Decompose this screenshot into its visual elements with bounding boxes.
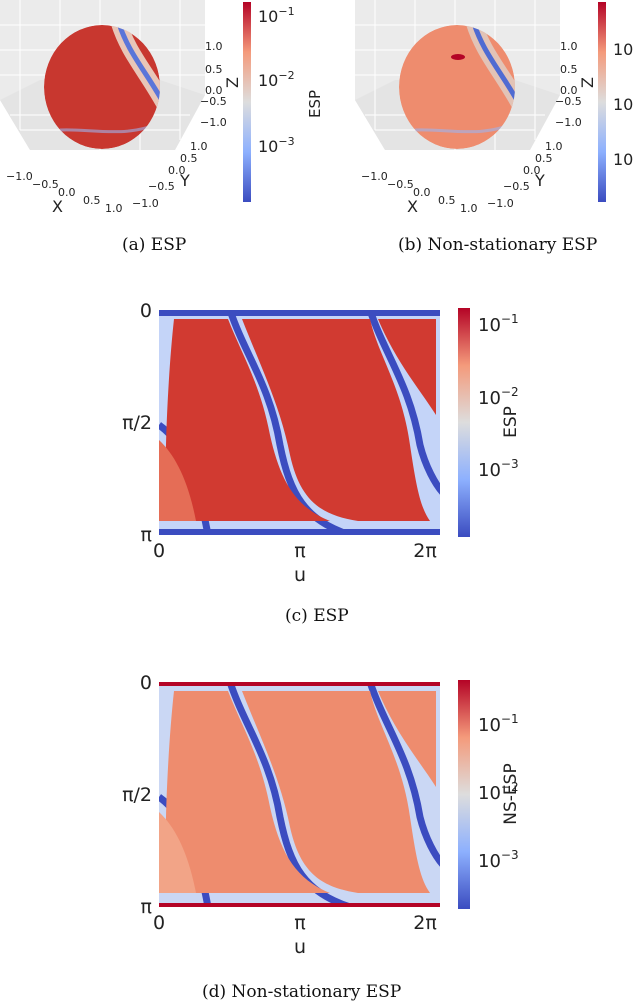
colorbar-ticks: 10−1 10−2 10−3 (478, 712, 519, 872)
y-axis-label: Y (179, 171, 190, 190)
x-tick: 0.5 (83, 194, 101, 207)
z-tick: −0.5 (200, 95, 227, 108)
x-axis-label: X (407, 197, 418, 215)
z-tick: 0.5 (560, 63, 578, 76)
colorbar-tick: 10−3 (478, 848, 519, 872)
y-tick-pi: π (141, 896, 152, 918)
colorbar-label: NS-ESP (501, 763, 520, 824)
colorbar-tick: 10−1 (258, 5, 295, 26)
y-tick-pi: π (141, 524, 152, 546)
x-tick: 0.0 (58, 186, 76, 199)
x-tick-0: 0 (153, 540, 165, 562)
x-tick: −1.0 (6, 170, 33, 183)
panel-b-3d-plot: 1.0 0.5 0.0 −0.5 −1.0 Z 1.0 0.5 0.0 −0.5… (355, 0, 633, 215)
x-tick: 0.0 (413, 186, 431, 199)
colorbar-tick: 10−3 (258, 135, 295, 156)
z-tick: −0.5 (555, 95, 582, 108)
y-tick: 1.0 (190, 140, 208, 153)
x-tick: −0.5 (387, 178, 414, 191)
x-tick: 0.5 (438, 194, 456, 207)
colorbar-tick: 10−1 (478, 312, 519, 336)
z-tick: 0.5 (205, 63, 223, 76)
colorbar-label: ESP (501, 406, 520, 438)
x-tick-0: 0 (153, 912, 165, 934)
x-axis-label: X (52, 197, 63, 215)
z-tick: 0.0 (560, 84, 578, 97)
z-tick-labels: 1.0 0.5 0.0 −0.5 −1.0 (200, 40, 227, 129)
x-tick: 1.0 (105, 202, 123, 215)
x-tick-2pi: 2π (413, 540, 437, 562)
x-axis-label: u (294, 936, 306, 958)
y-tick: −1.0 (487, 197, 514, 210)
y-tick-0: 0 (140, 672, 152, 694)
x-tick-labels: −1.0 −0.5 0.0 0.5 1.0 (361, 170, 478, 215)
x-tick: 1.0 (460, 202, 478, 215)
y-tick-labels: 0 π/2 π (122, 672, 152, 918)
z-tick: 0.0 (205, 84, 223, 97)
heatmap-image (159, 682, 440, 907)
x-tick-labels: 0 π 2π (153, 912, 437, 934)
y-tick-pi-half: π/2 (122, 412, 152, 434)
z-axis-label: Z (223, 77, 242, 88)
y-tick: 0.5 (535, 152, 553, 165)
x-tick: −0.5 (32, 178, 59, 191)
caption-c: (c) ESP (285, 606, 349, 626)
y-tick-labels: 0 π/2 π (122, 300, 152, 546)
colorbar (458, 680, 470, 909)
y-tick-0: 0 (140, 300, 152, 322)
y-tick: 0.0 (523, 164, 541, 177)
y-tick-labels: 1.0 0.5 0.0 −0.5 −1.0 (487, 140, 563, 210)
x-tick-labels: 0 π 2π (153, 540, 437, 562)
caption-a: (a) ESP (122, 235, 187, 255)
y-tick: 0.5 (180, 152, 198, 165)
colorbar-label: ESP (306, 90, 320, 118)
colorbar (458, 308, 470, 537)
y-tick: −0.5 (148, 180, 175, 193)
colorbar-ticks: 10−1 10−2 10−3 (478, 312, 519, 481)
x-tick-labels: −1.0 −0.5 0.0 0.5 1.0 (6, 170, 123, 215)
sphere-surface (399, 25, 515, 149)
panel-a-3d-plot: 1.0 0.5 0.0 −0.5 −1.0 Z 1.0 0.5 0.0 −0.5… (0, 0, 320, 215)
colorbar-tick: 10 (613, 150, 633, 169)
y-tick: −1.0 (132, 197, 159, 210)
z-tick: −1.0 (555, 116, 582, 129)
colorbar-tick: 10−2 (478, 385, 519, 409)
colorbar-ticks: 10 10 10 (613, 40, 633, 169)
panel-d-heatmap: 0 π/2 π v 0 π 2π u 10−1 10−2 10−3 NS-ESP (122, 672, 520, 958)
z-tick: 1.0 (205, 40, 223, 53)
colorbar-tick: 10−2 (478, 780, 519, 804)
colorbar-ticks: 10−1 10−2 10−3 (258, 5, 295, 156)
y-axis-label: Y (534, 171, 545, 190)
z-tick: −1.0 (200, 116, 227, 129)
panel-c-heatmap: 0 π/2 π v 0 π 2π u 10−1 10−2 10−3 ESP (122, 300, 520, 586)
caption-d: (d) Non-stationary ESP (202, 982, 402, 1002)
colorbar-tick: 10 (613, 95, 633, 114)
caption-b: (b) Non-stationary ESP (398, 235, 598, 255)
y-tick-labels: 1.0 0.5 0.0 −0.5 −1.0 (132, 140, 208, 210)
colorbar-tick: 10−3 (478, 457, 519, 481)
y-tick: 1.0 (545, 140, 563, 153)
sphere-surface (44, 25, 160, 149)
z-tick-labels: 1.0 0.5 0.0 −0.5 −1.0 (555, 40, 582, 129)
z-tick: 1.0 (560, 40, 578, 53)
z-axis-label: Z (578, 77, 597, 88)
colorbar (243, 2, 251, 202)
heatmap-image (159, 310, 440, 535)
x-axis-label: u (294, 564, 306, 586)
x-tick-pi: π (294, 912, 305, 934)
x-tick-2pi: 2π (413, 912, 437, 934)
y-tick-pi-half: π/2 (122, 784, 152, 806)
y-tick: 0.0 (168, 164, 186, 177)
x-tick: −1.0 (361, 170, 388, 183)
x-tick-pi: π (294, 540, 305, 562)
y-tick: −0.5 (503, 180, 530, 193)
colorbar-tick: 10 (613, 40, 633, 59)
colorbar (598, 2, 606, 202)
colorbar-tick: 10−2 (258, 69, 295, 90)
colorbar-tick: 10−1 (478, 712, 519, 736)
